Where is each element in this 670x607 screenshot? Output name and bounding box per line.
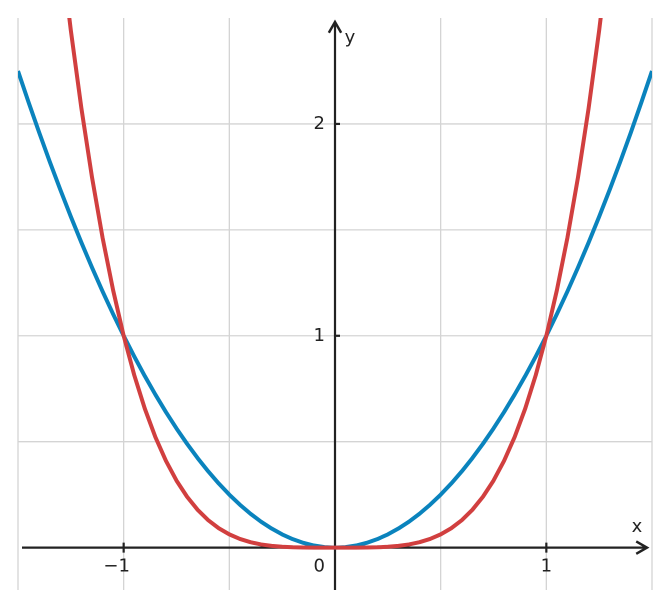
x-tick-label: 0 [314,556,325,577]
y-axis-label: y [345,27,356,48]
labels: x y −1 0 1 1 2 [103,27,642,577]
x-tick-label: −1 [103,556,130,577]
curve [67,18,603,550]
y-tick-label: 2 [314,113,325,134]
x-tick-label: 1 [541,556,552,577]
plot-area [18,18,652,550]
y-tick-label: 1 [314,325,325,346]
x-axis-label: x [632,516,643,537]
